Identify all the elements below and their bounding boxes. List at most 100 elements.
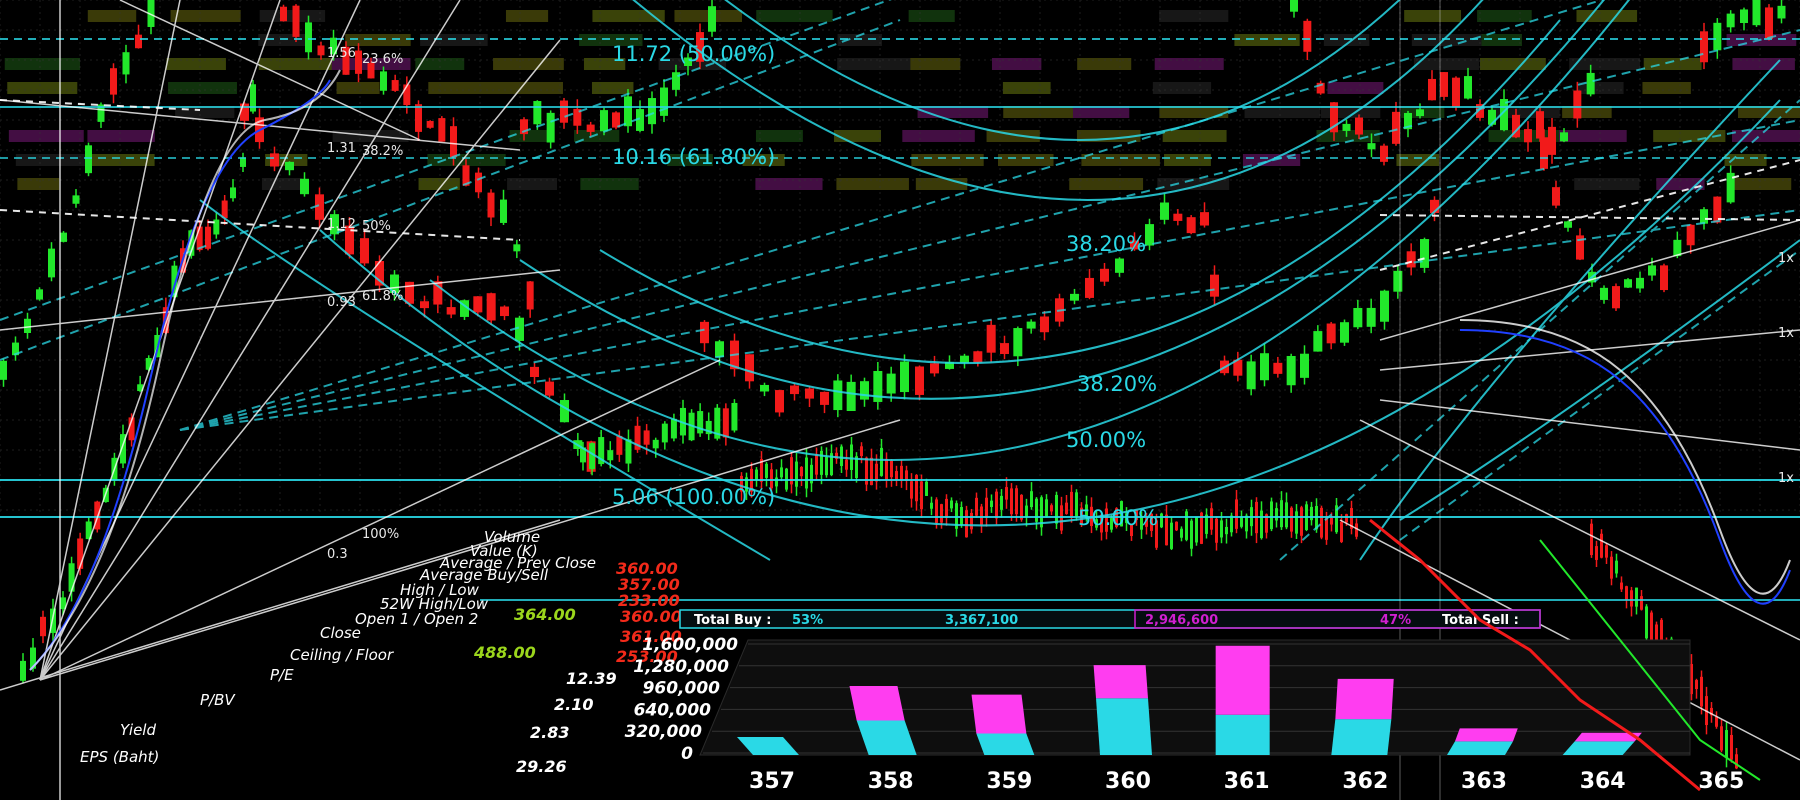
- candle-body: [355, 50, 362, 74]
- x-category-label: 361: [1224, 769, 1270, 794]
- board-cell: [991, 58, 1042, 70]
- board-cell: [755, 178, 823, 190]
- total-bar-sell-frame: [1134, 609, 1541, 629]
- board-cell: [17, 178, 60, 190]
- candle-body: [634, 425, 641, 450]
- candle-body: [740, 475, 743, 492]
- board-cell: [336, 82, 380, 94]
- ratio-percent: 50%: [362, 219, 391, 234]
- candle-body: [30, 647, 36, 669]
- candle-body: [670, 418, 677, 439]
- candle-body: [1416, 109, 1424, 117]
- candle-body: [1130, 240, 1139, 250]
- candle-body: [833, 380, 843, 411]
- candle-body: [1190, 520, 1193, 549]
- candle-body: [433, 281, 443, 305]
- x-category-label: 360: [1105, 769, 1151, 794]
- candle-body: [426, 121, 434, 128]
- candle-body: [1130, 524, 1133, 537]
- candle-body: [1560, 132, 1568, 142]
- stat-value-b: 233.00: [618, 591, 680, 610]
- fib-label-arc-500-upper: 50.00%: [1066, 428, 1146, 452]
- candle-body: [1392, 111, 1400, 144]
- candle-body: [1195, 517, 1198, 543]
- stat-label: High / Low: [400, 581, 480, 599]
- candle-body: [520, 119, 528, 135]
- fib-arc: [1359, 59, 1781, 561]
- candle-body: [846, 381, 856, 412]
- candle-body: [36, 289, 43, 300]
- candle-body: [1765, 7, 1773, 39]
- candle-body: [1225, 526, 1228, 535]
- candle-body: [1000, 495, 1003, 510]
- candle-body: [487, 192, 495, 218]
- x-category-label: 357: [749, 769, 795, 794]
- bar-cyan: [856, 720, 917, 755]
- candle-body: [390, 274, 399, 294]
- candle-body: [1303, 20, 1312, 52]
- stat-label: Average / Prev Close: [439, 554, 596, 572]
- candle-body: [780, 467, 783, 478]
- fibonacci-levels: [0, 38, 1800, 601]
- candle-body: [995, 491, 998, 519]
- candle-body: [1110, 518, 1113, 530]
- candle-body: [810, 464, 813, 484]
- candle-body: [1040, 497, 1043, 528]
- ratio-value: 0.93: [327, 295, 356, 310]
- board-cell: [505, 10, 549, 22]
- candle-body: [1404, 112, 1412, 130]
- board-cell: [1404, 10, 1462, 22]
- candle-body: [188, 230, 195, 256]
- candle-body: [24, 318, 31, 333]
- candle-body: [598, 437, 605, 465]
- candle-body: [1165, 514, 1168, 546]
- candle-body: [960, 355, 969, 363]
- candle-body: [755, 469, 758, 480]
- candle-body: [77, 538, 84, 569]
- edge-label: 1x: [1778, 251, 1794, 266]
- candle-body: [240, 103, 249, 121]
- candle-body: [1355, 117, 1363, 135]
- bar-cyan: [976, 733, 1035, 755]
- candle-body: [1600, 533, 1603, 558]
- candle-body: [1350, 508, 1353, 529]
- candle-body: [360, 238, 369, 264]
- candle-body: [1235, 499, 1238, 529]
- candle-body: [1286, 355, 1296, 386]
- bar-cyan: [1447, 741, 1513, 755]
- candle-body: [162, 307, 169, 334]
- y-tick-label: 0: [681, 744, 693, 764]
- candle-body: [122, 52, 130, 75]
- candle-body: [970, 512, 973, 530]
- stat-label: 52W High/Low: [380, 595, 489, 613]
- candle-body: [1335, 505, 1338, 533]
- candle-body: [48, 248, 55, 278]
- candle-body: [560, 100, 568, 123]
- candle-body: [285, 161, 294, 171]
- candle-body: [462, 165, 470, 186]
- candle-body: [830, 453, 833, 476]
- candle-body: [240, 157, 246, 167]
- candle-body: [1325, 517, 1328, 540]
- candle-body: [450, 126, 457, 158]
- total-sell-volume: 2,946,600: [1145, 613, 1218, 628]
- candle-body: [1380, 290, 1389, 322]
- candle-body: [475, 172, 482, 193]
- candle-body: [1536, 111, 1544, 139]
- candle-body: [1695, 680, 1698, 690]
- candle-body: [1145, 224, 1154, 246]
- candle-body: [345, 225, 354, 255]
- candle-body: [1548, 126, 1556, 155]
- candle-body: [580, 447, 586, 463]
- x-category-label: 362: [1342, 769, 1388, 794]
- candle-body: [1576, 235, 1584, 260]
- candle-body: [1050, 505, 1053, 512]
- bar-cyan: [1215, 714, 1270, 755]
- candle-body: [1740, 9, 1748, 24]
- candle-body: [1730, 735, 1733, 760]
- candle-body: [1777, 5, 1786, 19]
- candle-body: [342, 46, 350, 75]
- edge-label: 1x: [1778, 471, 1794, 486]
- board-cell: [833, 130, 882, 142]
